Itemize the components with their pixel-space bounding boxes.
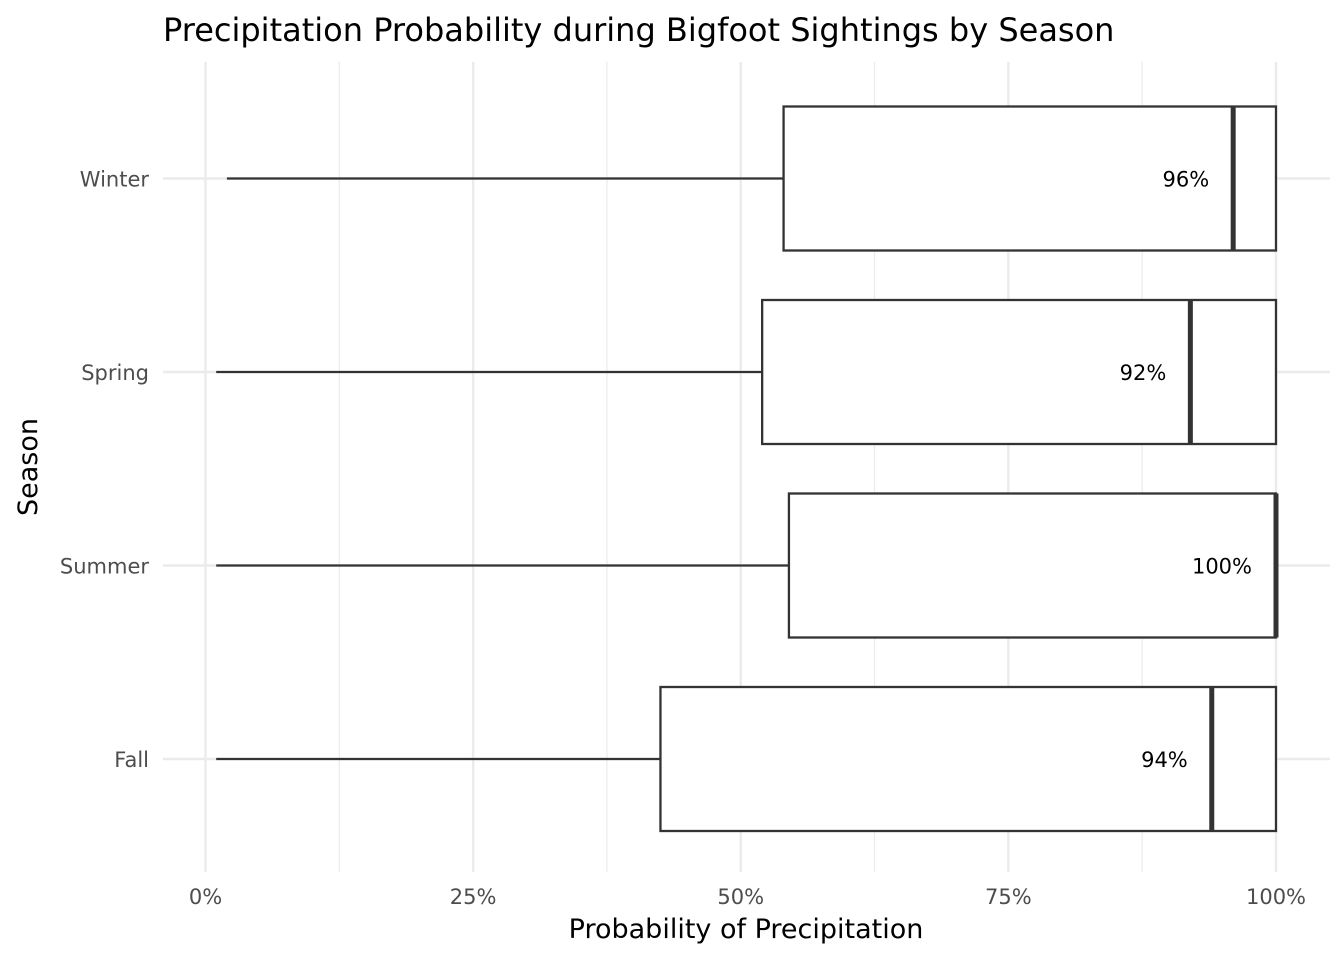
box-plot-series: [216, 105, 1279, 833]
x-tick-label: 75%: [985, 885, 1032, 909]
y-tick-label-fall: Fall: [114, 748, 149, 772]
x-tick-label: 25%: [450, 885, 497, 909]
chart-title: Precipitation Probability during Bigfoot…: [163, 11, 1114, 49]
box-iqr: [659, 685, 1278, 833]
x-tick-label: 100%: [1246, 885, 1306, 909]
box-winter: [226, 105, 1278, 252]
data-label-winter: 96%: [1162, 168, 1209, 192]
x-tick-label: 50%: [717, 885, 764, 909]
data-label-fall: 94%: [1141, 748, 1188, 772]
box-spring: [216, 298, 1278, 446]
y-tick-label-summer: Summer: [60, 555, 149, 579]
x-tick-label: 0%: [189, 885, 222, 909]
box-fall: [216, 685, 1278, 833]
data-label-summer: 100%: [1192, 555, 1252, 579]
box-iqr: [761, 298, 1278, 446]
box-summer: [216, 492, 1279, 639]
box-iqr: [787, 492, 1278, 639]
axes: Fall Summer Spring Winter 0% 25% 50% 75% 100%: [60, 168, 1306, 910]
y-axis-title: Season: [13, 418, 44, 516]
box-iqr: [782, 105, 1278, 252]
data-labels: 94% 100% 92% 96%: [1120, 168, 1252, 773]
y-tick-label-winter: Winter: [80, 168, 150, 192]
data-label-spring: 92%: [1120, 361, 1167, 385]
x-axis-title: Probability of Precipitation: [569, 914, 924, 945]
y-tick-label-spring: Spring: [81, 361, 149, 385]
